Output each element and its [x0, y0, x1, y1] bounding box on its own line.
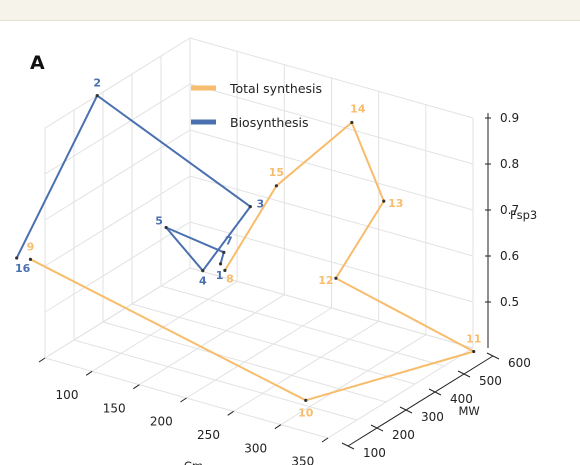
data-point: [304, 398, 308, 402]
mw-tick-label: 100: [363, 446, 386, 460]
grid-line: [73, 339, 358, 421]
cm-tick: [180, 397, 187, 403]
mw-tick-label: 600: [508, 356, 531, 370]
legend: Total synthesis Biosynthesis: [191, 81, 322, 130]
grid-line: [44, 267, 191, 359]
data-point: [222, 250, 226, 254]
fsp3-tick-label: 0.6: [500, 249, 519, 263]
cm-tick: [274, 424, 282, 430]
point-label: 8: [226, 272, 234, 285]
mw-tick: [457, 370, 471, 378]
point-label: 4: [199, 275, 207, 288]
data-point: [15, 256, 19, 260]
data-point: [382, 199, 386, 203]
grid-line: [280, 334, 427, 426]
axes: 100150200250300350400Cm10020030040050060…: [38, 111, 537, 465]
data-point: [472, 349, 476, 354]
cm-tick: [321, 437, 329, 443]
mw-tick-label: 500: [479, 374, 502, 388]
fsp3-tick-label: 0.7: [500, 203, 519, 217]
point-label: 3: [256, 198, 264, 211]
mw-tick: [341, 442, 355, 450]
grid-line: [44, 129, 191, 221]
fsp3-tick-label: 0.8: [500, 157, 519, 171]
mw-axis-label: MW: [459, 404, 480, 418]
series: [15, 94, 476, 402]
fsp3-tick-label: 0.5: [500, 295, 519, 309]
grid-line: [189, 37, 474, 119]
cm-tick-label: 300: [244, 441, 267, 455]
mw-tick: [370, 424, 384, 432]
data-point: [248, 205, 252, 209]
point-label: 9: [27, 240, 35, 253]
mw-tick-label: 300: [421, 410, 444, 424]
mw-tick: [399, 406, 413, 414]
series-line-0: [30, 121, 475, 402]
legend-label: Biosynthesis: [230, 115, 309, 130]
cm-tick-label: 350: [291, 455, 314, 465]
data-point: [28, 257, 33, 261]
legend-label: Total synthesis: [229, 81, 322, 96]
point-label: 10: [298, 406, 314, 419]
data-point: [95, 94, 99, 98]
grid-line: [189, 175, 474, 257]
fsp3-axis-label: Fsp3: [510, 208, 537, 222]
top-divider: [0, 20, 580, 21]
grid-line: [189, 267, 474, 349]
grid-line: [186, 307, 332, 399]
point-label: 11: [466, 332, 481, 345]
mw-tick-label: 200: [392, 428, 415, 442]
data-point: [334, 276, 338, 280]
data-point: [274, 184, 278, 188]
cm-tick: [227, 410, 234, 416]
point-label: 14: [350, 102, 366, 115]
grid-line: [44, 221, 191, 313]
grid-line: [189, 221, 474, 303]
mw-tick-label: 400: [450, 392, 473, 406]
mw-axis-line: [347, 355, 494, 447]
mw-tick: [486, 352, 500, 360]
grid-line: [160, 285, 445, 367]
grid-line: [44, 37, 191, 129]
data-point: [164, 225, 168, 230]
grid-line: [189, 83, 474, 165]
cm-tick: [133, 384, 140, 390]
grid-line: [102, 321, 387, 403]
point-label: 7: [225, 234, 233, 247]
grid: [44, 37, 474, 439]
top-bar: [0, 0, 580, 20]
point-labels: 9 10 11 12 13 14 15 8 16 2 3 4 5 7 1: [15, 77, 481, 420]
cm-axis-label: Cm: [184, 459, 203, 465]
grid-line: [131, 303, 416, 385]
fsp3-tick-label: 0.9: [500, 111, 519, 125]
grid-line: [44, 83, 191, 175]
data-point: [223, 268, 227, 272]
grid-line: [327, 347, 474, 439]
point-label: 1: [216, 269, 224, 282]
data-point: [201, 269, 205, 273]
point-label: 13: [388, 197, 403, 210]
cm-tick-label: 250: [197, 428, 220, 442]
cm-tick: [38, 357, 46, 363]
grid-line: [91, 280, 238, 372]
point-label: 15: [269, 166, 284, 179]
cm-tick-label: 150: [103, 401, 126, 415]
point-label: 16: [15, 262, 31, 275]
data-point: [350, 120, 354, 125]
panel-label: A: [30, 52, 45, 74]
grid-line: [139, 294, 285, 386]
grid-line: [44, 175, 191, 267]
point-label: 12: [318, 274, 333, 287]
grid-line: [189, 129, 474, 211]
cm-tick-label: 100: [56, 388, 79, 402]
data-point: [218, 262, 223, 266]
mw-tick: [428, 388, 442, 396]
point-label: 5: [155, 214, 163, 227]
cm-tick-label: 200: [150, 415, 173, 429]
grid-line: [233, 320, 379, 412]
cm-tick: [85, 370, 93, 376]
point-label: 2: [93, 77, 101, 90]
